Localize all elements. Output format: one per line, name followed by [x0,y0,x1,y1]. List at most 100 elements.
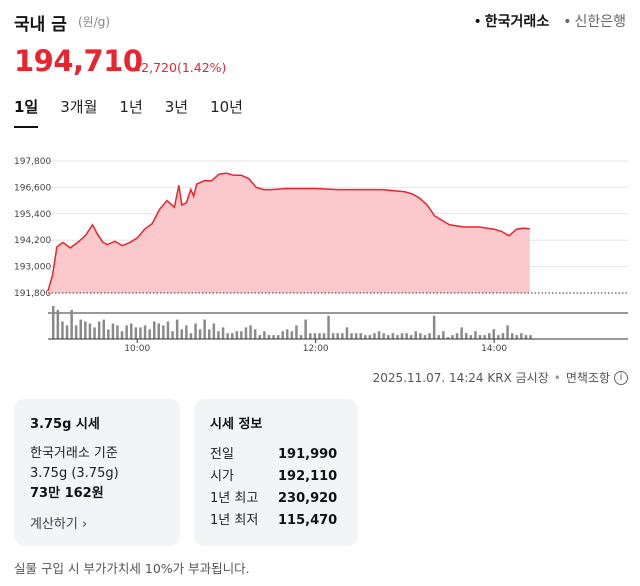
info-label: 1년 최고 [210,491,259,506]
volume-bar [377,331,381,339]
info-row-year-low: 1년 최저 115,470 [210,510,342,532]
volume-bar [244,327,248,339]
info-label: 1년 최저 [210,513,259,528]
volume-bar [299,335,303,339]
volume-bar [423,335,427,339]
volume-bar [56,309,60,339]
volume-bar [258,335,261,339]
volume-bar [419,333,422,339]
source-krx[interactable]: 한국거래소 [474,11,549,31]
volume-bar [65,325,69,339]
price-line [47,172,530,292]
y-tick-label: 197,800 [14,157,51,167]
volume-bar [506,325,509,339]
volume-bar [286,329,289,339]
volume-bar [166,321,170,339]
volume-bar [93,327,96,339]
volume-bar [465,333,468,339]
info-card-title: 시세 정보 [210,417,263,432]
volume-bar [281,331,284,339]
volume-bar [203,319,206,339]
weight-card-title: 3.75g 시세 [30,417,100,432]
volume-bar [359,333,362,339]
volume-bar [231,333,234,339]
x-tick-label: 12:00 [303,344,329,354]
x-tick-label: 14:00 [481,344,507,354]
volume-bar [143,325,147,339]
period-tabs: 1일 3개월 1년 3년 10년 [14,96,243,128]
info-value: 115,470 [278,513,338,528]
volume-bar [345,327,349,339]
volume-bar [185,325,188,339]
tab-3m[interactable]: 3개월 [60,98,98,116]
tab-1d[interactable]: 1일 [14,96,39,128]
volume-bar [194,323,197,339]
volume-bar [336,333,339,339]
volume-bar [474,331,477,339]
volume-bar [327,315,330,339]
change-amount: 2,720 [141,60,177,75]
y-tick-label: 193,000 [14,263,51,273]
volume-bar [322,333,326,339]
volume-bar [52,306,55,339]
disclaimer-link[interactable]: 면책조항 [565,371,610,385]
volume-bar [84,321,87,339]
volume-bar [432,315,436,339]
volume-bar [111,323,115,339]
volume-bar [460,327,463,339]
volume-bar [148,329,151,339]
volume-bar [478,335,482,339]
tab-1y[interactable]: 1년 [119,98,143,116]
price-chart[interactable]: 197,800 196,600 195,400 194,200 193,000 191,8… [0,148,640,358]
volume-bar [240,331,243,339]
volume-bar [74,325,78,339]
vat-notice: 실물 구입 시 부가가치세 10%가 부과됩니다. [14,561,250,576]
volume-bar [497,335,500,339]
volume-bar [198,329,202,339]
volume-bar [157,323,160,339]
volume-bar [409,335,413,339]
weight-price-card: 3.75g 시세 한국거래소 기준 3.75g (3.75g) 73만 162원… [14,399,180,546]
volume-bar [492,329,495,339]
volume-bar [405,333,408,339]
info-icon[interactable]: i [614,370,628,385]
source-shinhan[interactable]: 신한은행 [563,11,626,31]
volume-bar [70,309,73,339]
price-area [48,173,530,293]
tab-3y[interactable]: 3년 [164,98,189,116]
price-change: ▲2,720(1.42%) [134,60,226,75]
volume-bar [171,331,174,339]
volume-bar [139,327,142,339]
source-selector: 한국거래소 신한은행 [474,11,626,31]
chevron-right-icon: › [81,517,88,532]
volume-bar [373,333,376,339]
weight-card-basis: 한국거래소 기준 [30,446,118,461]
volume-bar [382,333,385,339]
volume-bar [304,319,307,339]
volume-bar [162,325,165,339]
info-row-year-high: 1년 최고 230,920 [210,488,342,510]
calculate-link[interactable]: 계산하기 › [30,513,87,532]
info-label: 시가 [210,469,234,484]
volume-bar [253,329,257,339]
volume-bar [125,325,128,339]
volume-bar [134,327,138,339]
volume-bar [469,335,473,339]
volume-bar [130,323,133,339]
volume-bar [364,335,367,339]
volume-bar [446,337,450,339]
change-percent: (1.42%) [176,60,227,75]
y-tick-label: 191,800 [14,289,51,299]
volume-bar [350,333,353,339]
unit-label: (원/g) [78,15,111,29]
tab-10y[interactable]: 10년 [210,98,243,116]
volume-bar [318,333,321,339]
volume-bar [524,335,528,339]
volume-bar [276,335,280,339]
volume-bar [217,331,220,339]
volume-bar [208,329,211,339]
volume-bar [61,321,64,339]
info-row-open: 시가 192,110 [210,466,342,488]
header: 국내 금 (원/g) 한국거래소 신한은행 [14,10,626,36]
volume-bar [249,325,252,339]
